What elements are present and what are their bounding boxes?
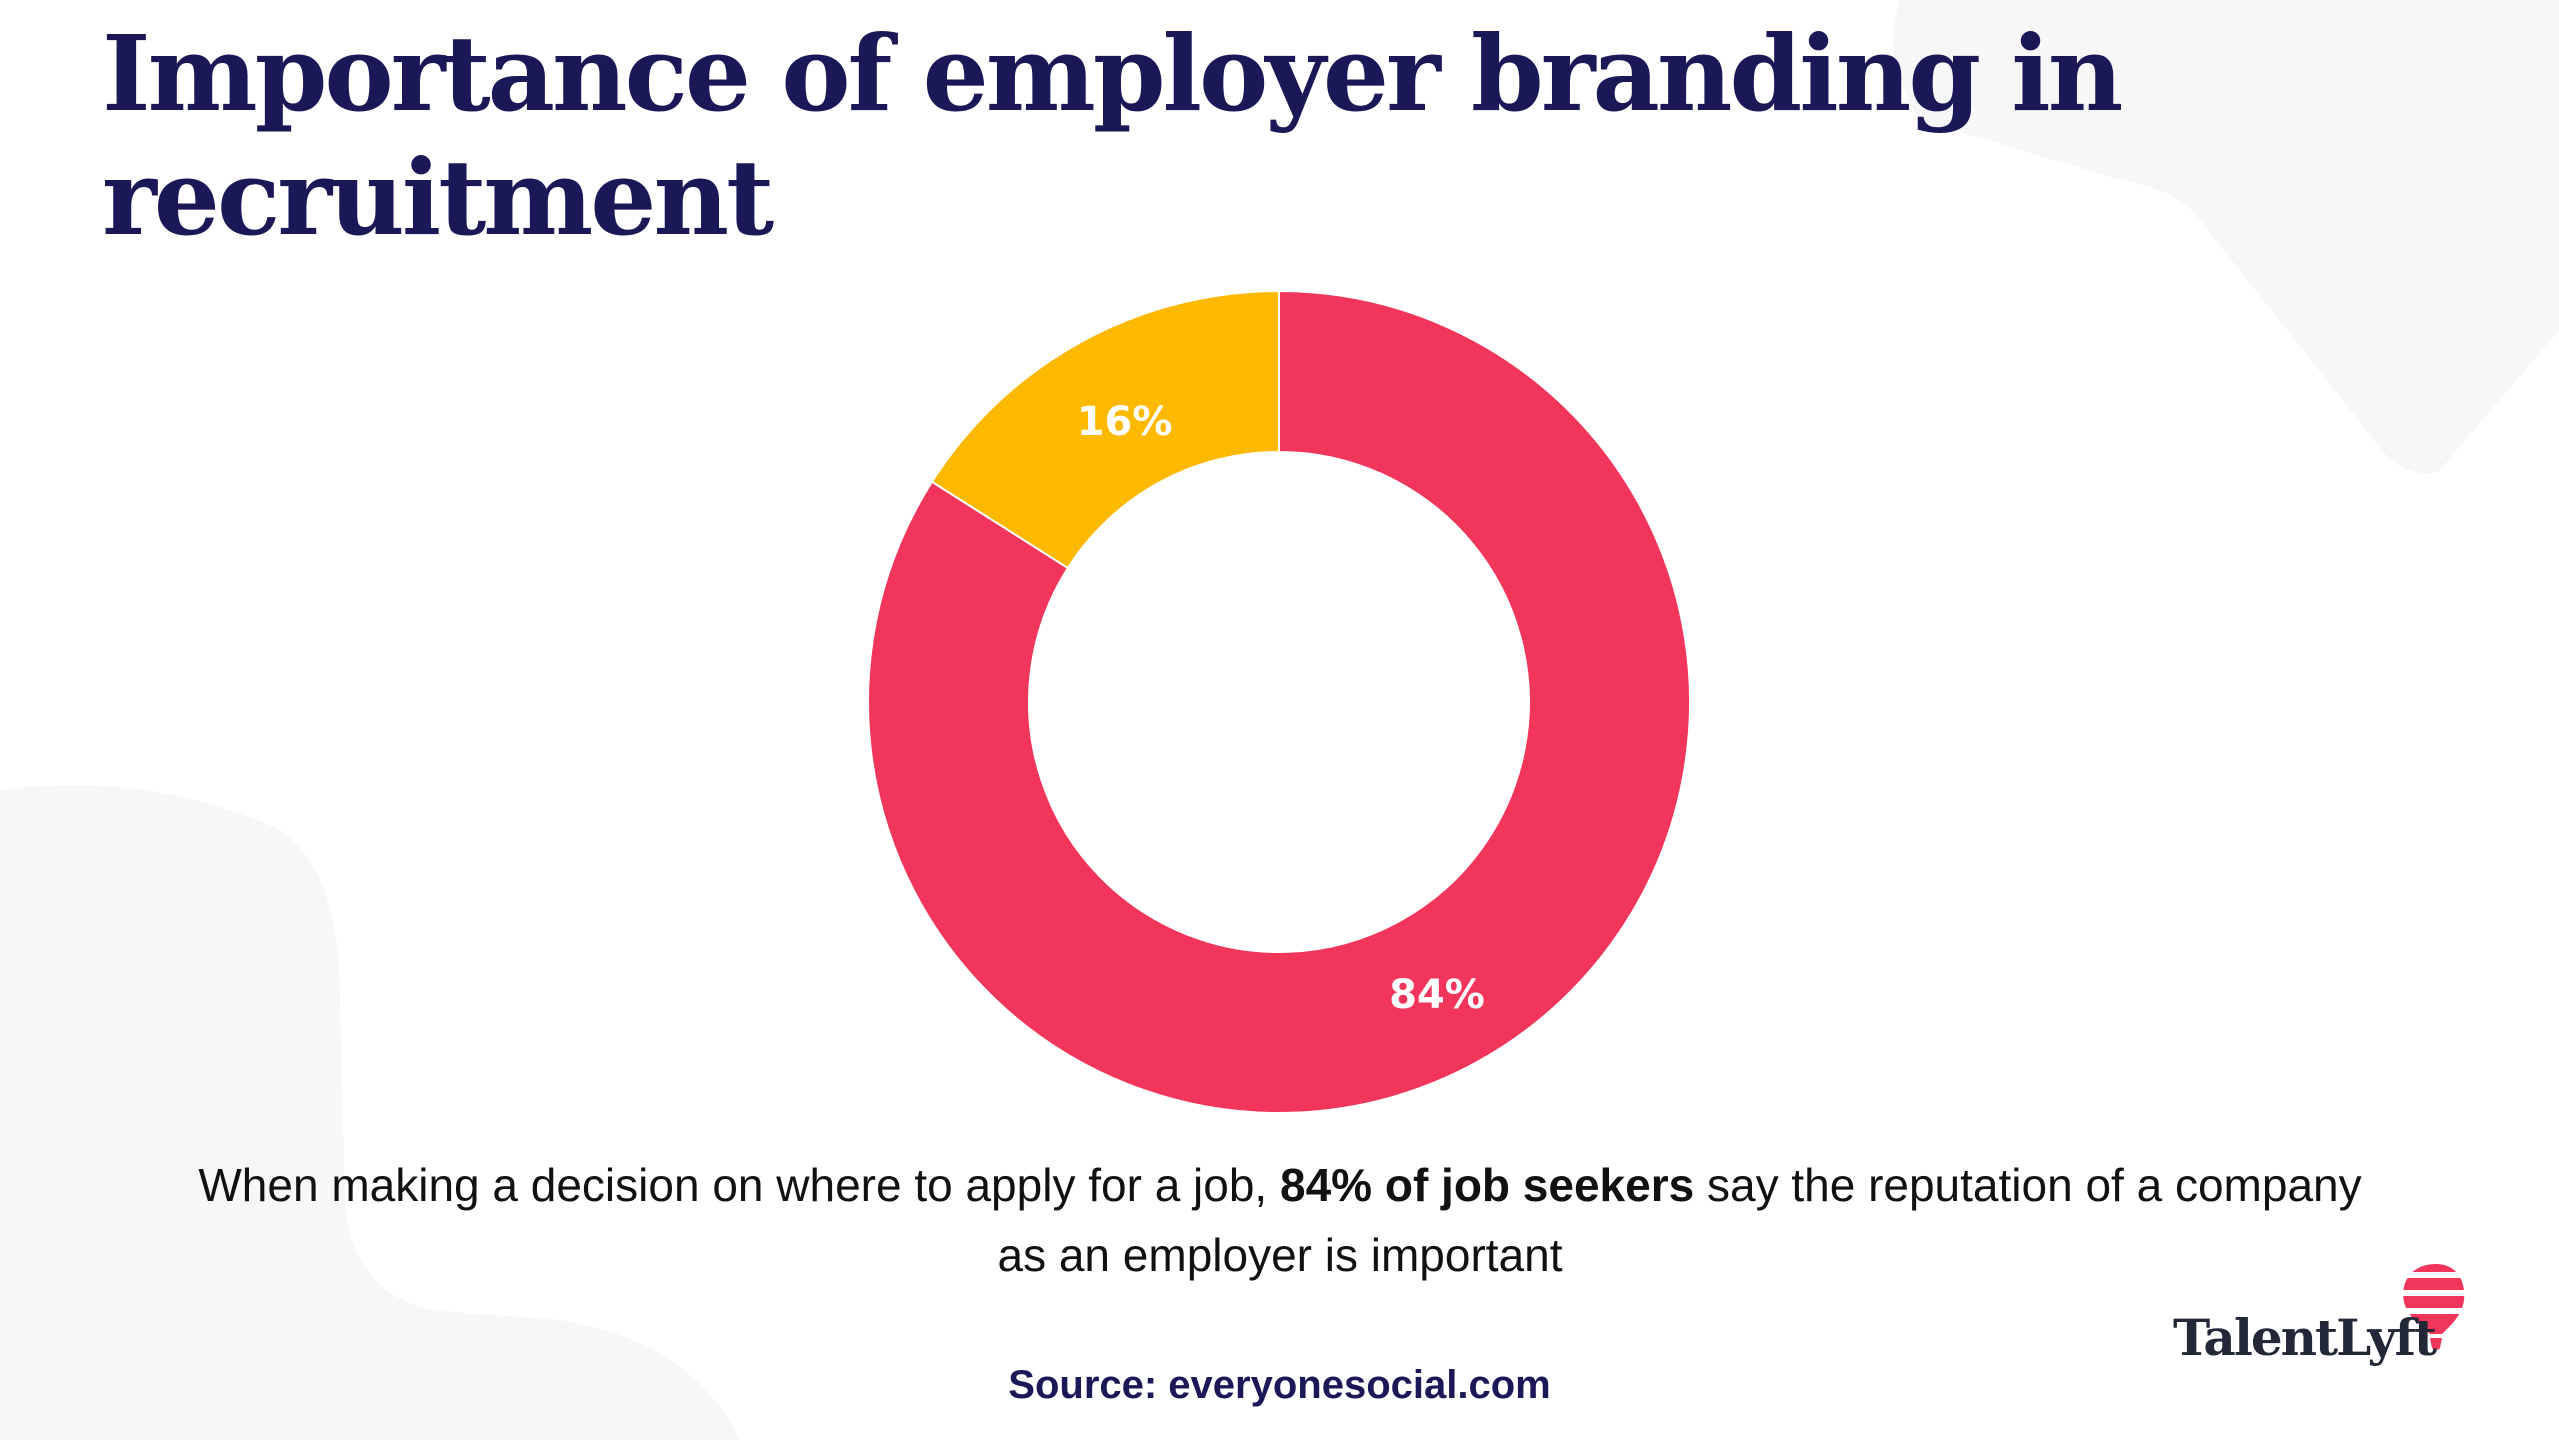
donut-slice-0 xyxy=(867,289,1691,1114)
caption: When making a decision on where to apply… xyxy=(180,1150,2380,1290)
talentlyft-logo: TalentLyft xyxy=(2173,1308,2437,1367)
data-label-1: 16% xyxy=(1077,399,1173,445)
caption-text-end: say the reputation of a company as an em… xyxy=(997,1159,2362,1281)
source-citation: Source: everyonesocial.com xyxy=(1008,1363,1551,1407)
caption-highlight: 84% of job seekers xyxy=(1280,1159,1695,1211)
background-blob-top-right xyxy=(1893,0,2559,474)
data-label-0: 84% xyxy=(1389,972,1485,1018)
page-title: Importance of employer branding in recru… xyxy=(102,12,2123,259)
talentlyft-logo-balloon-icon xyxy=(2403,1264,2465,1350)
caption-text: When making a decision on where to apply… xyxy=(198,1159,1280,1211)
background-blob-bottom-left xyxy=(0,785,740,1440)
donut-slice-1 xyxy=(930,289,1280,570)
